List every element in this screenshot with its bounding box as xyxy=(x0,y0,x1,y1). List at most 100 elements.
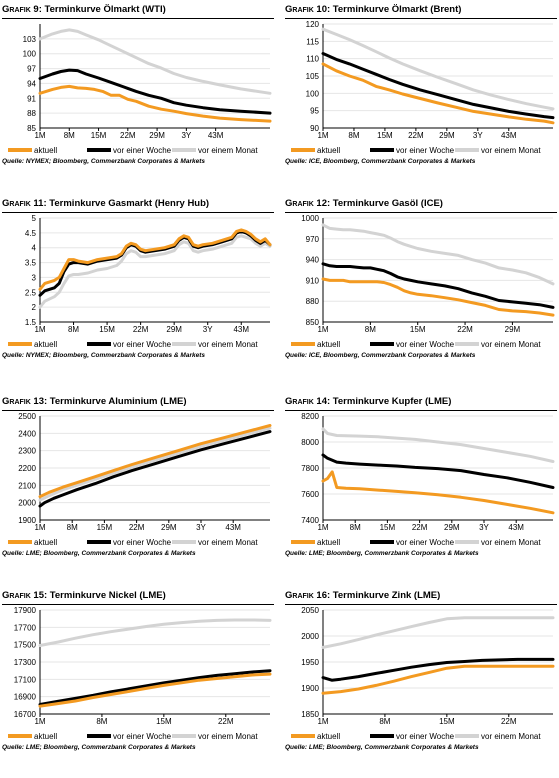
chart-title-prefix: GRAFIK 14: xyxy=(285,396,331,407)
legend: aktuell vor einer Woche vor einem Monat xyxy=(291,340,541,349)
chart-title-prefix: GRAFIK 13: xyxy=(2,396,48,407)
x-tick-label: 22M xyxy=(129,523,145,532)
chart-title-prefix: GRAFIK 16: xyxy=(285,590,331,601)
chart-title-text: Terminkurve Gasöl (ICE) xyxy=(330,198,443,209)
chart-title-text: Terminkurve Gasmarkt (Henry Hub) xyxy=(46,198,210,209)
source-note: Quelle: NYMEX; Bloomberg, Commerzbank Co… xyxy=(2,158,205,165)
y-tick-label: 97 xyxy=(27,65,36,74)
legend-label: vor einem Monat xyxy=(481,538,541,547)
legend-label: vor einer Woche xyxy=(396,538,455,547)
y-tick-label: 1900 xyxy=(18,516,36,525)
x-tick-label: 22M xyxy=(408,131,424,140)
y-tick-label: 103 xyxy=(23,35,37,44)
chart-panel-13: GRAFIK 13: Terminkurve Aluminium (LME) 19… xyxy=(2,394,274,584)
legend: aktuell vor einer Woche vor einem Monat xyxy=(8,146,258,155)
legend-label: vor einem Monat xyxy=(198,732,258,741)
y-tick-label: 2000 xyxy=(18,499,36,508)
chart-plot: 850 880 910 940 970 1000 1M 8M 15M 22M 29M aktuell v… xyxy=(291,214,555,349)
chart-panel-16: GRAFIK 16: Terminkurve Zink (LME) 1850 190… xyxy=(285,588,557,778)
x-tick-label: 29M xyxy=(505,325,521,334)
x-tick-label: 43M xyxy=(508,523,524,532)
legend-label: aktuell xyxy=(34,732,57,741)
legend-label: vor einem Monat xyxy=(198,146,258,155)
chart-title-text: Terminkurve Zink (LME) xyxy=(330,590,441,601)
chart-title: GRAFIK 14: Terminkurve Kupfer (LME) xyxy=(285,394,557,411)
x-tick-label: 3Y xyxy=(181,131,191,140)
legend: aktuell vor einer Woche vor einem Monat xyxy=(8,732,258,741)
y-tick-label: 16900 xyxy=(14,693,37,702)
y-tick-label: 8000 xyxy=(301,438,319,447)
x-tick-label: 15M xyxy=(377,131,393,140)
y-tick-label: 88 xyxy=(27,109,36,118)
legend-label: vor einer Woche xyxy=(396,732,455,741)
x-tick-label: 22M xyxy=(457,325,473,334)
chart-title: GRAFIK 12: Terminkurve Gasöl (ICE) xyxy=(285,196,557,213)
y-tick-label: 115 xyxy=(306,37,319,46)
y-tick-label: 17500 xyxy=(14,641,37,650)
series-line-aktuell xyxy=(38,84,272,123)
chart-title-prefix: GRAFIK 12: xyxy=(285,198,331,209)
series-line-vor-einem-monat xyxy=(321,27,555,111)
x-tick-label: 8M xyxy=(68,325,79,334)
y-tick-label: 105 xyxy=(306,72,320,81)
series-line-aktuell xyxy=(321,470,555,515)
chart-plot: 1850 1900 1950 2000 2050 1M 8M 15M 22M aktuell vor… xyxy=(291,606,555,741)
x-tick-label: 15M xyxy=(97,523,113,532)
x-tick-label: 22M xyxy=(120,131,136,140)
x-tick-label: 3Y xyxy=(203,325,213,334)
y-tick-label: 2 xyxy=(32,303,37,312)
legend-label: vor einem Monat xyxy=(481,146,541,155)
y-tick-label: 2300 xyxy=(18,447,36,456)
legend-label: vor einer Woche xyxy=(396,340,455,349)
y-tick-label: 100 xyxy=(23,50,37,59)
legend: aktuell vor einer Woche vor einem Monat xyxy=(291,732,541,741)
x-tick-label: 8M xyxy=(365,325,376,334)
y-tick-label: 7800 xyxy=(301,464,319,473)
y-tick-label: 1850 xyxy=(301,710,319,719)
chart-title-text: Terminkurve Kupfer (LME) xyxy=(330,396,452,407)
legend-label: vor einer Woche xyxy=(113,732,172,741)
chart-title: GRAFIK 16: Terminkurve Zink (LME) xyxy=(285,588,557,605)
x-tick-label: 15M xyxy=(156,717,172,726)
chart-title-prefix: GRAFIK 11: xyxy=(2,198,47,209)
legend-label: vor einer Woche xyxy=(113,340,172,349)
series-line-vor-einer-woche xyxy=(38,229,272,297)
x-tick-label: 29M xyxy=(439,131,455,140)
x-tick-label: 1M xyxy=(34,325,45,334)
series-line-vor-einem-monat xyxy=(38,28,272,95)
y-tick-label: 110 xyxy=(306,55,319,64)
legend: aktuell vor einer Woche vor einem Monat xyxy=(291,146,541,155)
chart-title-prefix: GRAFIK 9: xyxy=(2,4,42,15)
source-note: Quelle: NYMEX; Bloomberg, Commerzbank Co… xyxy=(2,352,205,359)
y-tick-label: 120 xyxy=(306,20,320,29)
legend-label: aktuell xyxy=(34,538,57,547)
x-tick-label: 15M xyxy=(99,325,115,334)
series-line-aktuell xyxy=(38,672,272,708)
chart-panel-10: GRAFIK 10: Terminkurve Ölmarkt (Brent) 90… xyxy=(285,2,557,192)
chart-title-text: Terminkurve Aluminium (LME) xyxy=(47,396,187,407)
legend-label: vor einer Woche xyxy=(113,146,172,155)
chart-title: GRAFIK 11: Terminkurve Gasmarkt (Henry H… xyxy=(2,196,274,213)
y-tick-label: 2400 xyxy=(18,429,36,438)
y-tick-label: 90 xyxy=(310,124,319,133)
series-line-aktuell xyxy=(321,664,555,695)
legend-label: aktuell xyxy=(34,340,57,349)
x-tick-label: 1M xyxy=(34,523,45,532)
chart-plot: 7400 7600 7800 8000 8200 1M 8M 15M 22M 29M 3Y 43M ak… xyxy=(291,412,555,547)
y-tick-label: 91 xyxy=(27,94,36,103)
y-tick-label: 17100 xyxy=(14,675,37,684)
y-tick-label: 3.5 xyxy=(25,259,37,268)
x-tick-label: 22M xyxy=(412,523,428,532)
x-tick-label: 29M xyxy=(444,523,460,532)
chart-title-text: Terminkurve Ölmarkt (WTI) xyxy=(41,4,166,15)
source-note: Quelle: LME; Bloomberg, Commerzbank Corp… xyxy=(2,744,196,751)
source-note: Quelle: ICE, Bloomberg, Commerzbank Corp… xyxy=(285,158,476,165)
y-tick-label: 970 xyxy=(306,235,320,244)
legend-label: vor einer Woche xyxy=(113,538,172,547)
x-tick-label: 29M xyxy=(166,325,182,334)
x-tick-label: 8M xyxy=(348,131,359,140)
x-tick-label: 8M xyxy=(350,523,361,532)
y-tick-label: 94 xyxy=(27,79,36,88)
series-line-vor-einem-monat xyxy=(38,234,272,309)
series-line-vor-einer-woche xyxy=(38,430,272,508)
